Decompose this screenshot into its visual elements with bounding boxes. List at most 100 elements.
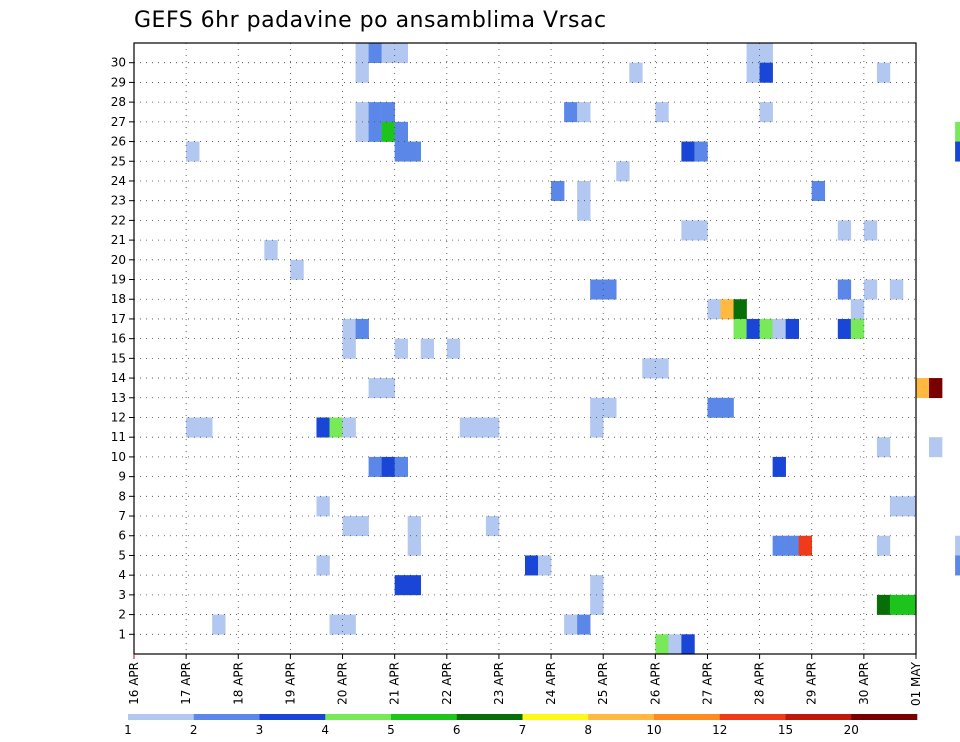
x-tick-label: 26 APR [648,662,662,705]
legend-label: 4 [321,723,329,737]
heatmap-cell [850,318,865,339]
heatmap-cell [590,575,604,596]
chart-title: GEFS 6hr padavine po ansamblima Vrsac [134,8,607,33]
x-tick-label: 20 APR [336,662,350,705]
legend-label: 3 [256,723,264,737]
y-tick-label: 2 [118,608,126,622]
x-tick-label: 01 MAY [909,661,923,706]
y-tick-label: 30 [111,56,126,70]
heatmap-cell [616,161,630,182]
heatmap-cell [381,456,395,477]
legend-swatch [522,714,589,720]
y-tick-label: 25 [111,154,126,168]
heatmap-cell [329,417,343,438]
heatmap-cell [564,614,578,635]
y-tick-label: 13 [111,391,126,405]
heatmap-cell [707,397,721,418]
heatmap-cell [642,358,656,379]
legend-swatch [193,714,260,720]
heatmap-cell [381,43,395,64]
heatmap-cell [590,397,604,418]
heatmap-cell [420,338,435,359]
heatmap-cell [368,456,382,477]
heatmap-cell [759,318,773,339]
legend-label: 6 [453,723,461,737]
x-tick-label: 30 APR [857,662,871,705]
y-tick-label: 3 [118,588,126,602]
y-tick-label: 26 [111,135,126,149]
heatmap-cell [381,378,395,399]
x-tick-label: 21 APR [388,662,402,705]
heatmap-cell [655,358,669,379]
heatmap-cell [837,279,852,300]
heatmap-cell [811,180,826,201]
x-tick-label: 24 APR [544,662,558,705]
heatmap-cell [525,555,539,576]
heatmap-cell [577,200,591,221]
x-tick-label: 17 APR [179,662,193,705]
heatmap-cell [746,62,760,83]
heatmap-cell [772,456,786,477]
heatmap-cell [668,634,682,655]
heatmap-cell [407,516,422,537]
heatmap-cell [707,299,721,320]
heatmap-cell [342,417,356,438]
legend-swatch [785,714,852,720]
heatmap-cell [837,220,852,241]
x-tick-label: 19 APR [283,662,297,705]
heatmap-cell [577,180,591,201]
heatmap-cell [798,535,813,556]
heatmap-cell [381,121,395,142]
heatmap-cell [199,417,213,438]
heatmap-cell [916,378,930,399]
heatmap-cell [889,594,904,615]
heatmap-cell [876,62,891,83]
plot-border [133,42,917,655]
heatmap-cell [837,318,852,339]
heatmap-cell [876,437,891,458]
y-tick-label: 15 [111,351,126,365]
heatmap-cell [863,279,878,300]
legend-label: 8 [584,723,592,737]
heatmap-cell [329,614,343,635]
x-tick-label: 27 APR [700,662,714,705]
heatmap-cell [902,496,917,517]
heatmap-cell [929,378,943,399]
heatmap-cell [316,496,330,517]
legend-label: 2 [190,723,198,737]
heatmap-cell [564,102,578,123]
heatmap-cell [212,614,226,635]
y-tick-label: 9 [118,470,126,484]
x-tick-label: 25 APR [596,662,610,705]
y-tick-label: 19 [111,273,126,287]
legend-swatch [654,714,721,720]
x-tick-label: 16 APR [127,662,141,705]
heatmap-cell [394,141,408,162]
x-tick-label: 18 APR [231,662,245,705]
heatmap-cell [759,43,773,64]
heatmap-cell [342,338,356,359]
heatmap-cell [368,43,382,64]
heatmap-cell [551,180,565,201]
heatmap-cell [955,555,960,576]
heatmap-cell [459,417,474,438]
heatmap-cell [694,141,708,162]
heatmap-cell [472,417,487,438]
y-tick-label: 16 [111,332,126,346]
legend-label: 10 [646,723,661,737]
legend-label: 7 [519,723,527,737]
heatmap-cell [485,516,500,537]
heatmap-cell [681,141,695,162]
heatmap-cell [590,279,604,300]
y-tick-label: 27 [111,115,126,129]
heatmap-cell [342,516,356,537]
y-tick-label: 28 [111,95,126,109]
heatmap-cell [655,634,669,655]
heatmap-cell [603,279,617,300]
heatmap-cell [929,437,943,458]
heatmap-cell [538,555,552,576]
legend-label: 5 [387,723,395,737]
y-tick-label: 22 [111,213,126,227]
x-tick-label: 29 APR [805,662,819,705]
heatmap-cell [407,535,422,556]
